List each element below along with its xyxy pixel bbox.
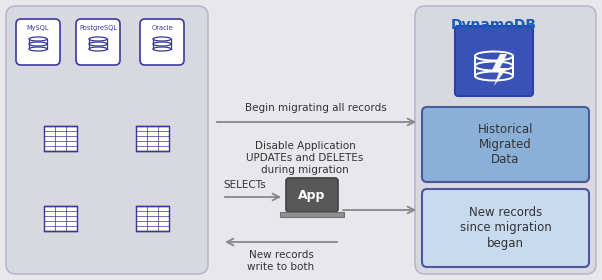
Text: New records
since migration
began: New records since migration began xyxy=(459,207,551,249)
FancyBboxPatch shape xyxy=(16,19,60,65)
Text: PostgreSQL: PostgreSQL xyxy=(79,25,117,31)
Bar xyxy=(135,125,169,151)
Text: Disable Application
UPDATEs and DELETEs
during migration: Disable Application UPDATEs and DELETEs … xyxy=(246,141,364,175)
FancyBboxPatch shape xyxy=(415,6,596,274)
FancyBboxPatch shape xyxy=(76,19,120,65)
Text: Begin migrating all records: Begin migrating all records xyxy=(245,103,387,113)
Ellipse shape xyxy=(89,37,107,41)
Bar xyxy=(89,39,107,44)
Text: DynamoDB: DynamoDB xyxy=(451,18,537,32)
Text: New records
write to both: New records write to both xyxy=(247,250,315,272)
Bar xyxy=(43,206,76,230)
Bar xyxy=(89,44,107,49)
Bar xyxy=(153,39,171,44)
Ellipse shape xyxy=(153,37,171,41)
Text: App: App xyxy=(299,188,326,202)
FancyBboxPatch shape xyxy=(455,26,533,96)
Text: Historical
Migrated
Data: Historical Migrated Data xyxy=(478,123,533,166)
Bar xyxy=(280,212,344,217)
Ellipse shape xyxy=(153,42,171,46)
Text: Oracle: Oracle xyxy=(151,25,173,31)
Polygon shape xyxy=(491,54,507,86)
FancyBboxPatch shape xyxy=(422,189,589,267)
FancyBboxPatch shape xyxy=(6,6,208,274)
FancyBboxPatch shape xyxy=(140,19,184,65)
Text: SELECTs: SELECTs xyxy=(223,180,265,190)
Bar xyxy=(153,44,171,49)
Bar xyxy=(29,39,47,44)
Ellipse shape xyxy=(89,47,107,51)
Bar xyxy=(29,44,47,49)
Bar xyxy=(475,66,513,76)
FancyBboxPatch shape xyxy=(286,178,338,212)
Bar xyxy=(475,56,513,66)
Ellipse shape xyxy=(29,37,47,41)
Ellipse shape xyxy=(153,47,171,51)
FancyBboxPatch shape xyxy=(422,107,589,182)
Bar xyxy=(43,125,76,151)
Text: MySQL: MySQL xyxy=(26,25,49,31)
Ellipse shape xyxy=(89,42,107,46)
Bar xyxy=(135,206,169,230)
Ellipse shape xyxy=(29,47,47,51)
Ellipse shape xyxy=(29,42,47,46)
